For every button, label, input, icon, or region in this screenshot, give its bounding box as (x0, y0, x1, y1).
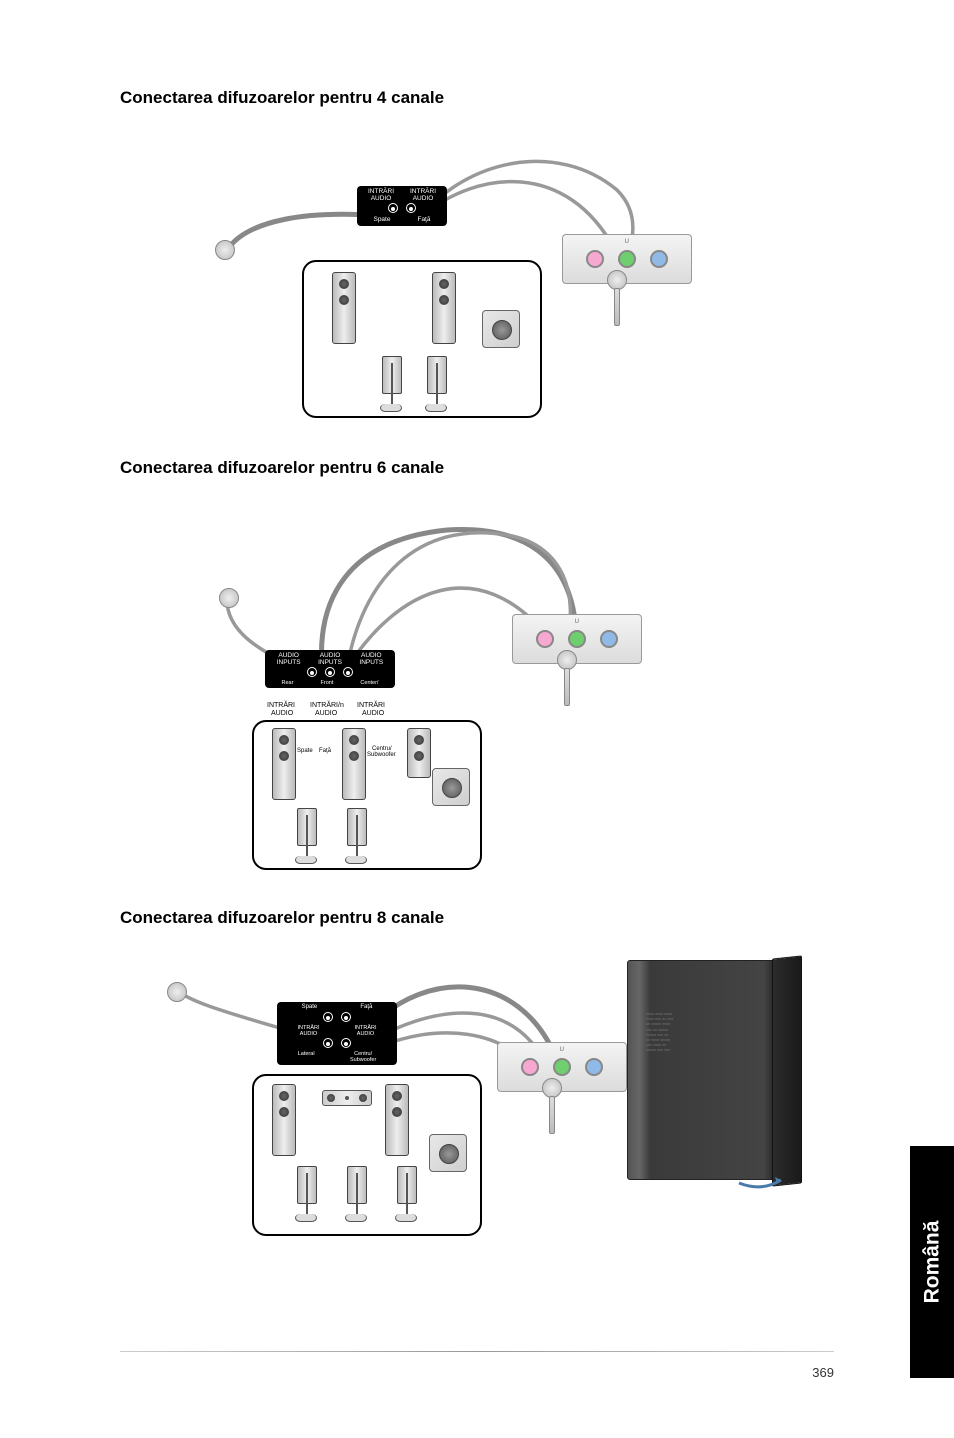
center-speaker (322, 1090, 372, 1106)
input-panel-6: AUDIOINPUTS AUDIOINPUTS AUDIOINPUTS Rear… (265, 650, 395, 688)
rotate-arrow-icon (737, 1176, 787, 1190)
port-line-in-icon (600, 630, 618, 648)
port-line-out-icon (568, 630, 586, 648)
subwoofer-6 (432, 768, 470, 806)
label: INTRĂRI (267, 702, 295, 709)
jack-plug (215, 240, 235, 260)
label: AUDIO (315, 710, 337, 717)
jack-plug (607, 270, 627, 290)
port-line-in-icon (585, 1058, 603, 1076)
diagram-6-channel: AUDIOINPUTS AUDIOINPUTS AUDIOINPUTS Rear… (197, 490, 757, 880)
label: AUDIO (320, 652, 341, 659)
pc-spec-label: xxxx xxxx xxxxxxxx xxx xx xxxxx xxxxx xx… (646, 1011, 706, 1101)
label: Subwoofer (367, 752, 396, 758)
input-panel-8: Spate Faţă INTRĂRIAUDIO INTRĂRIAUDIO Lat… (277, 1002, 397, 1065)
label: Faţă (417, 216, 430, 223)
heading-4-channel: Conectarea difuzoarelor pentru 4 canale (120, 88, 834, 108)
page-number: 369 (812, 1365, 834, 1380)
input-panel-4: INTRĂRIAUDIO INTRĂRIAUDIO Spate Faţă (357, 186, 447, 226)
port-mic-icon (521, 1058, 539, 1076)
port-mic-icon (586, 250, 604, 268)
speaker-tall (385, 1084, 409, 1156)
diagram-8-channel: Spate Faţă INTRĂRIAUDIO INTRĂRIAUDIO Lat… (157, 940, 797, 1260)
label: AUDIO (362, 710, 384, 717)
jack-plug (557, 650, 577, 670)
label: INTRĂRI (357, 702, 385, 709)
label: AUDIO (371, 195, 392, 202)
speaker-front-tall (432, 272, 456, 344)
diagram-4-channel: INTRĂRIAUDIO INTRĂRIAUDIO Spate Faţă U (197, 120, 757, 430)
jack-plug (542, 1078, 562, 1098)
label: Spate (373, 216, 390, 223)
jack-plug (219, 588, 239, 608)
label: Faţă (319, 748, 331, 754)
heading-8-channel: Conectarea difuzoarelor pentru 8 canale (120, 908, 834, 928)
label: Front (321, 680, 334, 686)
port-label: U (560, 1047, 565, 1053)
jack-plug (167, 982, 187, 1002)
port-mic-icon (536, 630, 554, 648)
port-line-out-icon (618, 250, 636, 268)
jack-tip (614, 288, 620, 326)
pc-tower: xxxx xxxx xxxxxxxx xxx xx xxxxx xxxxx xx… (627, 960, 777, 1180)
port-line-in-icon (650, 250, 668, 268)
label: Spate (297, 748, 313, 754)
language-tab: Română (910, 1146, 954, 1378)
label: Lateral (298, 1051, 315, 1063)
speaker-rear-tall (332, 272, 356, 344)
port-line-out-icon (553, 1058, 571, 1076)
language-tab-label: Română (920, 1221, 944, 1304)
jack-tip (549, 1096, 555, 1134)
label: AUDIO (357, 1031, 374, 1037)
label: AUDIO (278, 652, 299, 659)
label: AUDIO (271, 710, 293, 717)
page-content: Conectarea difuzoarelor pentru 4 canale … (0, 0, 954, 1260)
jack-tip (564, 668, 570, 706)
subwoofer-4 (482, 310, 520, 348)
label: Faţă (360, 1004, 372, 1011)
label: INTRĂRI/n (310, 702, 344, 709)
label: INPUTS (318, 659, 342, 666)
port-label: U (575, 619, 580, 625)
speaker-front-tall (342, 728, 366, 800)
label: Spate (302, 1004, 318, 1011)
speaker-tall (272, 1084, 296, 1156)
label: INPUTS (277, 659, 301, 666)
label: INPUTS (359, 659, 383, 666)
audio-port-panel-4: U (562, 234, 692, 284)
footer-rule (120, 1351, 834, 1352)
heading-6-channel: Conectarea difuzoarelor pentru 6 canale (120, 458, 834, 478)
subwoofer-8 (429, 1134, 467, 1172)
label: AUDIO (361, 652, 382, 659)
label: INTRĂRI (410, 188, 436, 195)
label: Subwoofer (350, 1057, 376, 1063)
port-label: U (625, 239, 630, 245)
speaker-center-tall (407, 728, 431, 778)
label: AUDIO (300, 1031, 317, 1037)
label: Center/ (360, 680, 378, 686)
label: INTRĂRI (368, 188, 394, 195)
label: Rear (282, 680, 294, 686)
audio-port-panel-6: U (512, 614, 642, 664)
speaker-rear-tall (272, 728, 296, 800)
label: AUDIO (413, 195, 434, 202)
audio-port-panel-8: U (497, 1042, 627, 1092)
